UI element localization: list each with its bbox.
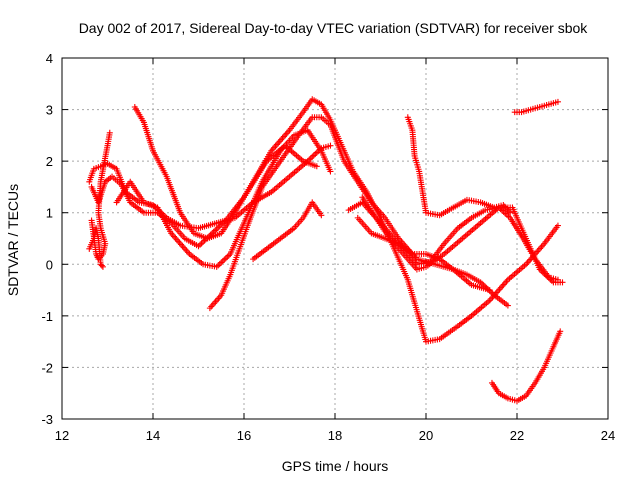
data-point <box>504 302 511 309</box>
series-track-n <box>86 225 106 270</box>
series-track-k <box>488 328 564 404</box>
y-tick-label: -1 <box>41 309 53 324</box>
chart-title: Day 002 of 2017, Sidereal Day-to-day VTE… <box>79 20 589 36</box>
x-tick-label: 22 <box>510 428 524 443</box>
series-track-f <box>250 199 325 263</box>
data-point <box>318 212 325 219</box>
y-tick-label: 4 <box>46 51 53 66</box>
data-point <box>197 241 204 248</box>
x-tick-label: 14 <box>146 428 160 443</box>
data-point <box>554 276 561 283</box>
data-point <box>215 224 222 231</box>
y-tick-label: -2 <box>41 360 53 375</box>
x-tick-label: 16 <box>237 428 251 443</box>
y-tick-label: -3 <box>41 412 53 427</box>
x-axis-label: GPS time / hours <box>282 458 389 474</box>
data-point <box>554 98 561 105</box>
series-track-d <box>131 96 561 345</box>
data-point <box>327 168 334 175</box>
data-points <box>86 96 566 404</box>
series-track-j <box>359 194 561 283</box>
series-track-c <box>113 127 334 270</box>
data-point <box>557 328 564 335</box>
y-tick-label: 1 <box>46 206 53 221</box>
data-point <box>312 150 319 157</box>
y-axis-label: SDTVAR / TECUs <box>5 184 21 296</box>
data-point <box>327 142 334 149</box>
series-track-h <box>404 114 514 219</box>
x-tick-label: 18 <box>328 428 342 443</box>
data-point <box>99 263 106 270</box>
data-point <box>221 256 228 263</box>
data-point <box>313 163 320 170</box>
data-point <box>559 279 566 286</box>
data-point <box>98 262 105 269</box>
data-point <box>309 153 316 160</box>
data-point <box>310 152 317 159</box>
y-tick-label: 2 <box>46 154 53 169</box>
data-point <box>106 129 113 136</box>
data-point <box>224 253 231 260</box>
x-tick-label: 24 <box>601 428 615 443</box>
series-track-l <box>511 98 561 116</box>
data-point <box>215 262 222 269</box>
y-tick-label: 3 <box>46 103 53 118</box>
data-point <box>216 260 223 267</box>
data-point <box>507 209 514 216</box>
x-tick-label: 20 <box>419 428 433 443</box>
data-point <box>219 258 226 265</box>
y-tick-label: 0 <box>46 257 53 272</box>
data-point <box>222 255 229 262</box>
data-point <box>554 222 561 229</box>
x-tick-label: 12 <box>55 428 69 443</box>
